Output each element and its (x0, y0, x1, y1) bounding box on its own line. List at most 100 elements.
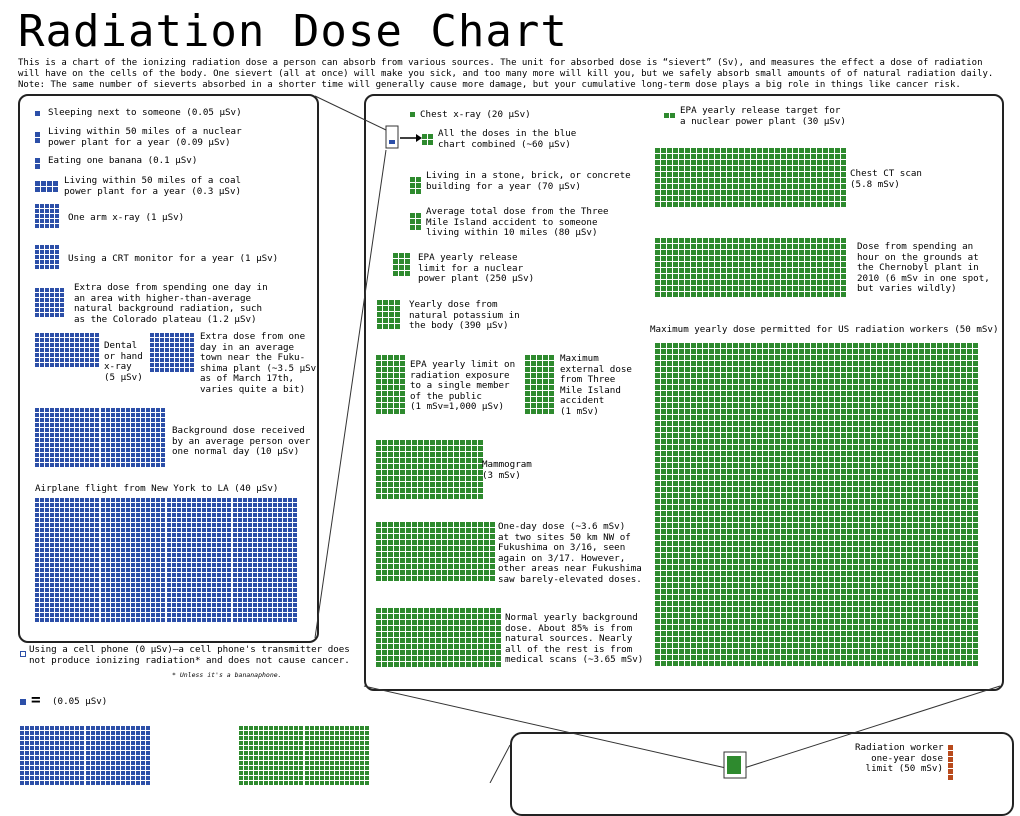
mammogram-mark-square (400, 488, 405, 493)
flight-mark-4-square (248, 548, 252, 552)
flight-mark-1-square (85, 513, 89, 517)
chernobyl-mark-square (757, 292, 762, 297)
flight-mark-1-square (85, 583, 89, 587)
background-mark-2-square (156, 418, 160, 422)
flight-mark-1-square (90, 533, 94, 537)
workers-mark-square (811, 409, 816, 414)
flight-mark-3-square (167, 518, 171, 522)
chestct-mark-square (757, 202, 762, 207)
dental-mark-square (60, 343, 64, 347)
background-mark-1-square (35, 438, 39, 442)
workers-mark-square (763, 505, 768, 510)
workers-mark-square (805, 421, 810, 426)
fuku50km-mark-square (406, 534, 411, 539)
background-mark-1-square (65, 428, 69, 432)
chestct-mark-square (739, 160, 744, 165)
workers-mark-square (709, 481, 714, 486)
workers-mark-square (721, 523, 726, 528)
workers-mark-square (709, 451, 714, 456)
banana-mark (35, 158, 40, 169)
workers-mark-square (751, 499, 756, 504)
workers-mark-square (883, 463, 888, 468)
workers-mark-square (655, 523, 660, 528)
background-mark-1-square (55, 463, 59, 467)
mammogram-mark-square (460, 494, 465, 499)
fukuday-mark-square (170, 348, 174, 352)
yearlybg-mark-square (418, 608, 423, 613)
workers-mark-square (949, 523, 954, 528)
chernobyl-mark-square (661, 262, 666, 267)
dental-mark-square (60, 333, 64, 337)
workers-mark-square (907, 445, 912, 450)
workers-mark-square (709, 415, 714, 420)
flight-mark-4-square (238, 593, 242, 597)
mammogram-mark-square (406, 440, 411, 445)
workers-mark-square (697, 499, 702, 504)
background-mark-1-square (90, 413, 94, 417)
chernobyl-mark-square (781, 292, 786, 297)
workers-mark-square (805, 349, 810, 354)
flight-mark-3-square (212, 618, 216, 622)
chernobyl-mark-square (823, 256, 828, 261)
workers-mark-square (829, 523, 834, 528)
colorado-mark-square (40, 298, 44, 302)
flight-mark-2-square (161, 528, 165, 532)
workers-mark-square (727, 391, 732, 396)
workers-mark-square (925, 355, 930, 360)
flight-mark-2-square (106, 533, 110, 537)
workers-mark-square (883, 343, 888, 348)
workers-mark-square (847, 433, 852, 438)
flight-mark-1-square (85, 538, 89, 542)
flight-mark-4-square (283, 543, 287, 547)
tmimax-mark-square (543, 385, 548, 390)
dental-mark-square (65, 333, 69, 337)
workers-mark-square (811, 517, 816, 522)
flight-mark-2-square (131, 613, 135, 617)
chernobyl-mark-square (835, 274, 840, 279)
label-tmi10: Average total dose from the Three Mile I… (426, 207, 609, 239)
workers-mark-square (685, 367, 690, 372)
flight-mark-4-square (288, 573, 292, 577)
workers-mark-square (817, 493, 822, 498)
workers-mark-square (853, 511, 858, 516)
background-mark-1-square (90, 418, 94, 422)
dental-mark-square (65, 353, 69, 357)
chernobyl-mark-square (703, 262, 708, 267)
fukuday-mark-square (190, 343, 194, 347)
fuku50km-mark-square (466, 558, 471, 563)
workers-mark-square (919, 373, 924, 378)
workers-mark-square (973, 421, 978, 426)
chernobyl-mark-square (769, 244, 774, 249)
flight-mark-2-square (131, 618, 135, 622)
flight-mark-2-square (111, 508, 115, 512)
fuku50km-mark-square (418, 540, 423, 545)
flight-mark-2-square (151, 608, 155, 612)
workers-mark-square (817, 367, 822, 372)
flight-mark-4-square (273, 523, 277, 527)
mammogram-mark-square (466, 452, 471, 457)
workers-mark-square (775, 499, 780, 504)
workers-mark-square (721, 421, 726, 426)
chernobyl-mark-square (697, 286, 702, 291)
flight-mark-3-square (212, 498, 216, 502)
yearlybg-mark-square (376, 632, 381, 637)
flight-mark-2-square (146, 518, 150, 522)
arm-mark-square (45, 214, 49, 218)
workers-mark-square (823, 457, 828, 462)
background-mark-2-square (146, 443, 150, 447)
workers-mark-square (847, 505, 852, 510)
workers-mark-square (973, 451, 978, 456)
workers-mark-square (685, 421, 690, 426)
workers-mark-square (841, 439, 846, 444)
workers-mark-square (751, 349, 756, 354)
flight-mark-1-square (50, 528, 54, 532)
chernobyl-mark-square (793, 280, 798, 285)
tmimax-mark-square (525, 403, 530, 408)
workers-mark-square (823, 445, 828, 450)
fuku50km-mark-square (490, 528, 495, 533)
chernobyl-mark-square (811, 244, 816, 249)
workers-mark-square (865, 433, 870, 438)
flight-mark-1-square (60, 513, 64, 517)
workers-mark-square (919, 499, 924, 504)
background-mark-1-square (70, 433, 74, 437)
